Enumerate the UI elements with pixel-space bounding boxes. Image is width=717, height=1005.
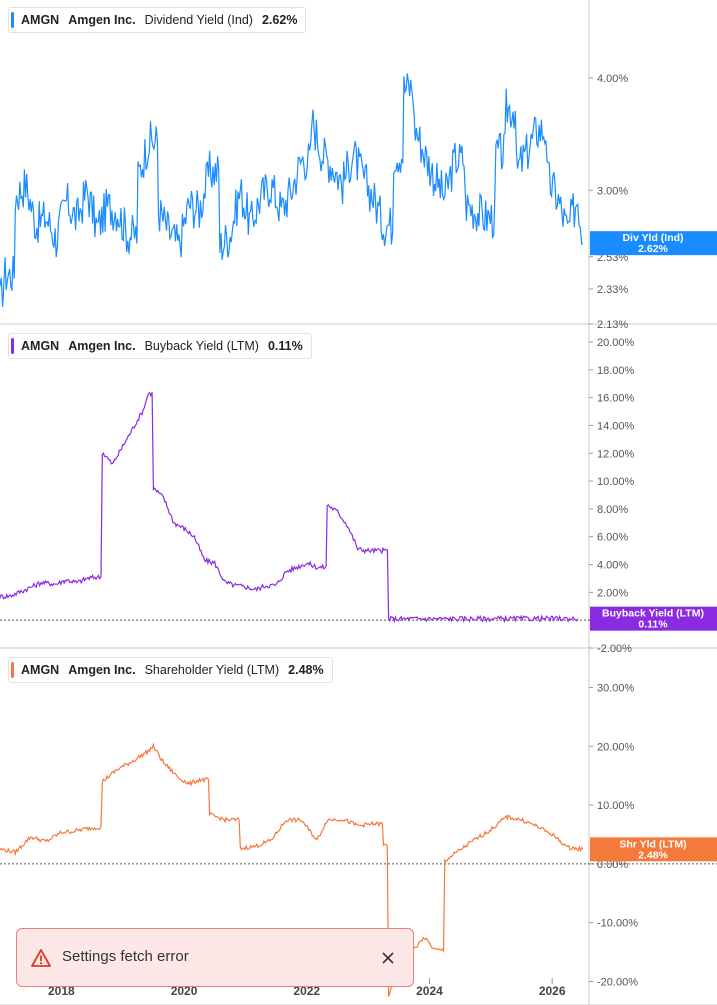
legend-metric: Buyback Yield (LTM) xyxy=(144,339,259,353)
y-tick-label: 20.00% xyxy=(597,337,635,349)
series-line xyxy=(0,391,579,624)
y-tick-label: 4.00% xyxy=(597,73,628,85)
legend-company: Amgen Inc. xyxy=(68,663,136,677)
badge-value: 0.11% xyxy=(638,619,668,631)
y-tick-label: -10.00% xyxy=(597,918,638,930)
y-tick-label: 10.00% xyxy=(597,800,635,812)
badge-label: Div Yld (Ind) xyxy=(622,232,683,244)
legend-value: 0.11% xyxy=(267,339,303,353)
x-axis: 2018 2020 2022 2024 2026 xyxy=(48,978,566,998)
value-badge xyxy=(590,837,717,862)
legend-shareholder-yield[interactable]: AMGN Amgen Inc. Shareholder Yield (LTM) … xyxy=(8,657,333,683)
legend-ticker: AMGN xyxy=(21,339,60,353)
chart-panel-2: 20.00% 18.00% 16.00% 14.00% 12.00% 10.00% 8.00… xyxy=(0,324,717,655)
y-tick-label: 3.00% xyxy=(597,185,628,197)
y-tick-label: -2.00% xyxy=(597,643,632,655)
y-tick-label: 18.00% xyxy=(597,365,635,377)
y-tick-label: 2.13% xyxy=(597,319,628,331)
close-icon[interactable] xyxy=(379,949,397,967)
legend-ticker: AMGN xyxy=(21,13,60,27)
series-line xyxy=(0,742,584,997)
badge-value: 2.48% xyxy=(638,849,668,861)
x-tick-label: 2018 xyxy=(48,984,75,998)
y-tick-label: 30.00% xyxy=(597,683,635,695)
error-toast: Settings fetch error xyxy=(16,928,414,987)
chart-panel-3: 30.00% 20.00% 10.00% 0.00% -10.00% -20.00% Shr… xyxy=(0,648,717,1005)
y-tick-label: 0.00% xyxy=(597,859,628,871)
legend-ticker: AMGN xyxy=(21,663,60,677)
x-tick-label: 2020 xyxy=(171,984,198,998)
y-tick-label: 20.00% xyxy=(597,741,635,753)
y-tick-label: 10.00% xyxy=(597,476,635,488)
x-tick-label: 2026 xyxy=(539,984,566,998)
chart-panel-1: 4.00%3.00%2.53%2.33%2.13%Div Yld (Ind)2.… xyxy=(0,0,717,331)
y-tick-label: 4.00% xyxy=(597,560,628,572)
y-tick-label: 2.00% xyxy=(597,587,628,599)
x-tick-label: 2024 xyxy=(416,984,443,998)
legend-buyback-yield[interactable]: AMGN Amgen Inc. Buyback Yield (LTM) 0.11… xyxy=(8,333,312,359)
badge-value: 2.62% xyxy=(638,243,668,255)
y-tick-label: 16.00% xyxy=(597,393,635,405)
y-tick-label: 6.00% xyxy=(597,532,628,544)
legend-dividend-yield[interactable]: AMGN Amgen Inc. Dividend Yield (Ind) 2.6… xyxy=(8,7,307,33)
toast-message: Settings fetch error xyxy=(62,948,189,965)
y-tick-label: 2.33% xyxy=(597,284,628,296)
legend-metric: Shareholder Yield (LTM) xyxy=(144,663,280,677)
value-badge xyxy=(590,606,717,631)
legend-value: 2.48% xyxy=(288,663,324,677)
badge-label: Shr Yld (LTM) xyxy=(619,838,686,850)
legend-company: Amgen Inc. xyxy=(68,13,136,27)
y-tick-label: -20.00% xyxy=(597,976,638,988)
legend-color-bar xyxy=(11,338,14,354)
series-line xyxy=(0,73,584,308)
legend-value: 2.62% xyxy=(261,13,298,27)
warning-icon xyxy=(31,949,51,967)
badge-label: Buyback Yield (LTM) xyxy=(602,608,704,620)
y-tick-label: 14.00% xyxy=(597,420,635,432)
legend-color-bar xyxy=(11,12,14,28)
y-tick-label: 12.00% xyxy=(597,448,635,460)
x-tick-label: 2022 xyxy=(293,984,320,998)
value-badge xyxy=(590,231,717,256)
legend-color-bar xyxy=(11,662,14,678)
legend-metric: Dividend Yield (Ind) xyxy=(144,13,253,27)
legend-company: Amgen Inc. xyxy=(68,339,136,353)
y-tick-label: 8.00% xyxy=(597,504,628,516)
